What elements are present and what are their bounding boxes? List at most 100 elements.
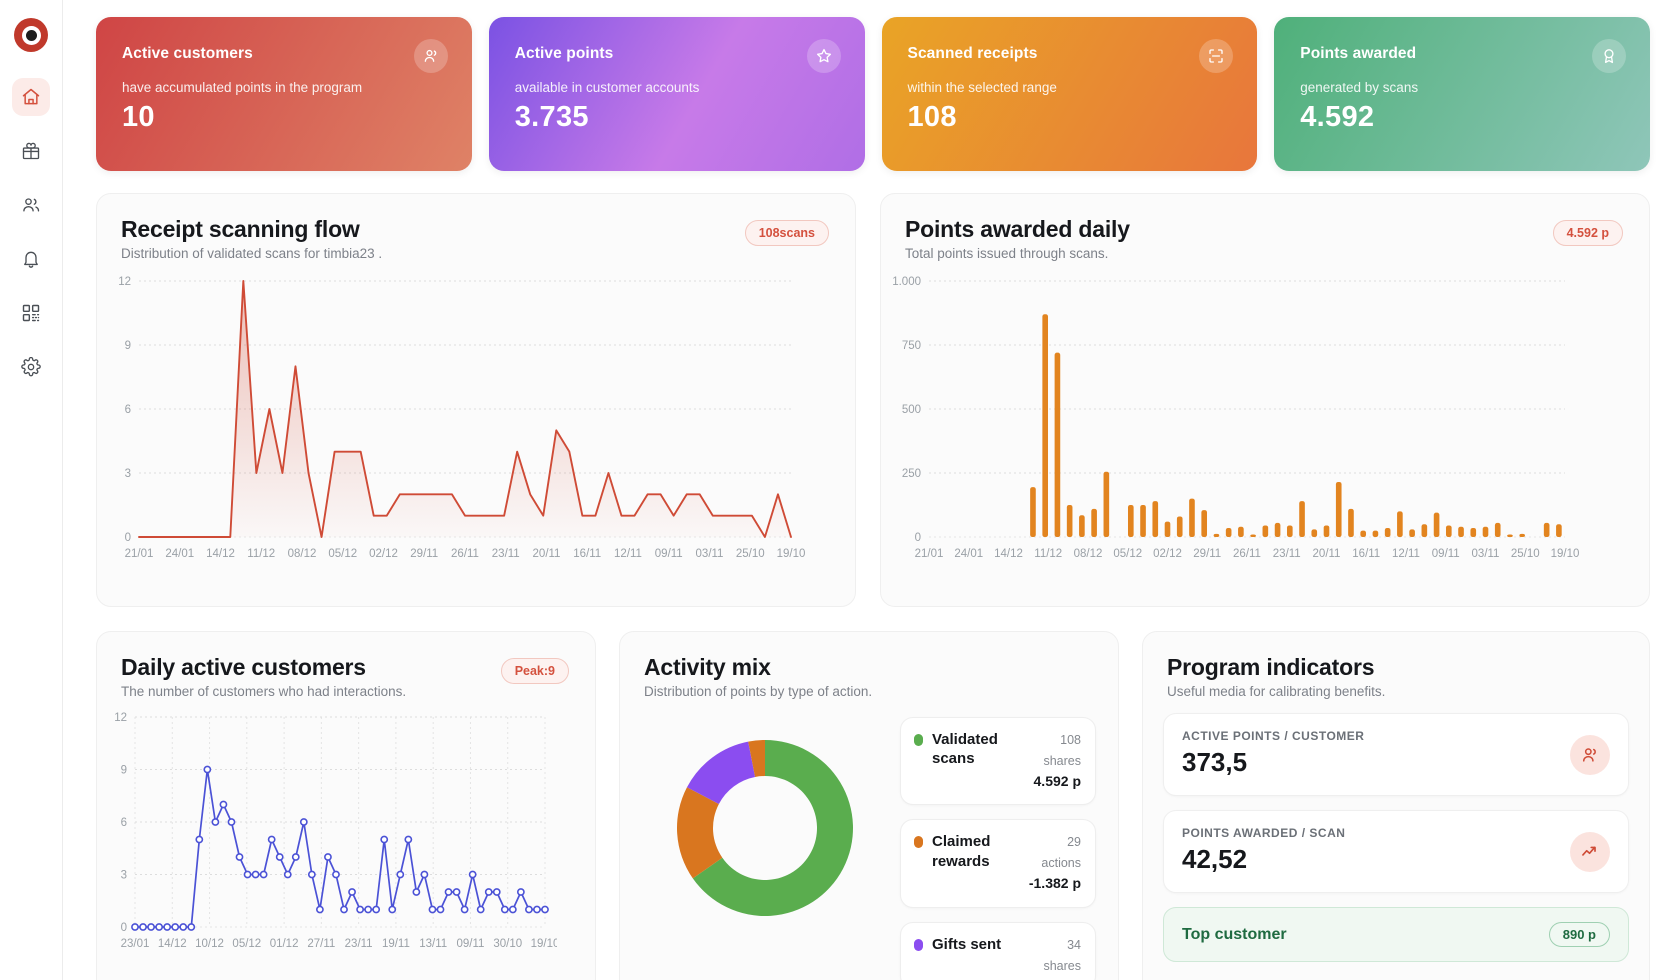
card-title: Activity mix [644, 654, 771, 680]
svg-text:0: 0 [125, 532, 131, 544]
brand-logo[interactable] [14, 18, 48, 52]
svg-text:0: 0 [121, 922, 127, 934]
kpi-card-active-points[interactable]: Active points available in customer acco… [488, 17, 865, 171]
card-subtitle: Distribution of points by type of action… [644, 684, 873, 699]
card-title: Points awarded daily [905, 216, 1130, 242]
svg-text:23/01: 23/01 [121, 938, 150, 950]
svg-text:21/01: 21/01 [125, 548, 154, 560]
svg-text:30/10: 30/10 [493, 938, 522, 950]
kpi-title: Points awarded [1300, 45, 1417, 62]
top-customer-title: Top customer [1182, 925, 1287, 943]
card-title: Program indicators [1167, 654, 1375, 680]
card-header: Program indicators Useful media for cali… [1143, 632, 1649, 699]
sidebar-item-gifts[interactable] [12, 132, 50, 170]
legend-color-dot [914, 938, 923, 951]
chart-activity-mix-donut[interactable] [670, 733, 860, 923]
svg-text:14/12: 14/12 [206, 548, 235, 560]
svg-text:08/12: 08/12 [288, 548, 317, 560]
sidebar-item-home[interactable] [12, 78, 50, 116]
chart-daily-active-customers[interactable]: 0 3 6 9 12 23/01 14/12 10/12 05/12 01/12 27/11 23/1… [97, 705, 595, 955]
award-icon [1604, 49, 1614, 64]
chart-receipt-scanning-flow[interactable]: 0 3 6 9 12 21/01 24/01 14/12 11/12 08/12 05/12 02/1… [97, 267, 855, 567]
charts-row-secondary: Daily active customers The number of cus… [96, 631, 1650, 980]
kpi-card-scanned-receipts[interactable]: Scanned receipts within the selected ran… [881, 17, 1258, 171]
svg-text:12: 12 [114, 712, 127, 724]
svg-text:0: 0 [915, 532, 921, 544]
kpi-icon-wrap [1592, 39, 1626, 73]
card-program-indicators: Program indicators Useful media for cali… [1142, 631, 1650, 980]
legend-points: 4.592 p [1033, 772, 1081, 789]
svg-text:21/01: 21/01 [915, 548, 944, 560]
kpi-title: Active customers [122, 45, 253, 62]
sidebar-item-customers[interactable] [12, 186, 50, 224]
svg-text:14/12: 14/12 [158, 938, 187, 950]
legend-points: -1.382 p [1028, 874, 1081, 891]
legend-color-dot [914, 836, 923, 849]
svg-text:20/11: 20/11 [533, 548, 561, 560]
card-header: Receipt scanning flow Distribution of va… [97, 194, 855, 261]
svg-text:08/12: 08/12 [1074, 548, 1103, 560]
kpi-card-active-customers[interactable]: Active customers have accumulated points… [96, 17, 472, 171]
svg-text:6: 6 [125, 404, 131, 416]
legend-label: Validated scans [932, 731, 998, 768]
svg-text:09/11: 09/11 [456, 938, 484, 950]
kpi-subtitle: within the selected range [907, 80, 1057, 95]
svg-text:500: 500 [902, 404, 921, 416]
scan-icon [1209, 49, 1223, 63]
card-receipt-scanning-flow: Receipt scanning flow Distribution of va… [96, 193, 856, 607]
kpi-subtitle: generated by scans [1300, 80, 1419, 95]
kpi-title: Scanned receipts [907, 45, 1038, 62]
svg-text:24/01: 24/01 [165, 548, 194, 560]
svg-text:23/11: 23/11 [345, 938, 373, 950]
legend-item-validated-scans[interactable]: Validated scans 108 shares 4.592 p [900, 717, 1096, 806]
gear-icon [21, 357, 41, 377]
svg-text:27/11: 27/11 [307, 938, 335, 950]
legend-item-claimed-rewards[interactable]: Claimed rewards 29 actions -1.382 p [900, 819, 1096, 908]
legend-unit: shares [1043, 958, 1081, 973]
star-icon [816, 48, 831, 63]
brand-logo-mark [21, 25, 41, 45]
card-points-awarded-daily: Points awarded daily Total points issued… [880, 193, 1650, 607]
kpi-value: 108 [907, 101, 957, 133]
peak-badge: Peak:9 [500, 658, 569, 684]
indicator-label: POINTS AWARDED / SCAN [1182, 826, 1346, 840]
svg-text:23/11: 23/11 [1273, 548, 1301, 560]
users-icon [23, 198, 40, 212]
svg-text:19/11: 19/11 [382, 938, 410, 950]
scans-badge: 108scans [744, 220, 829, 246]
kpi-value: 3.735 [514, 101, 589, 133]
indicator-active-points-per-customer[interactable]: ACTIVE POINTS / CUSTOMER 373,5 [1163, 713, 1629, 796]
qr-code-icon [22, 304, 40, 322]
svg-text:24/01: 24/01 [954, 548, 983, 560]
svg-text:13/11: 13/11 [419, 938, 447, 950]
card-subtitle: Distribution of validated scans for timb… [121, 246, 383, 261]
activity-mix-legend: Validated scans 108 shares 4.592 p Claim… [900, 713, 1096, 980]
svg-text:26/11: 26/11 [1233, 548, 1261, 560]
card-activity-mix: Activity mix Distribution of points by t… [619, 631, 1119, 980]
trend-up-icon [1582, 846, 1596, 856]
legend-unit: shares [1043, 753, 1081, 768]
svg-text:250: 250 [902, 468, 921, 480]
svg-text:11/12: 11/12 [1034, 548, 1062, 560]
top-customer-badge: 890 p [1548, 922, 1610, 947]
sidebar-item-notifications[interactable] [12, 240, 50, 278]
svg-text:05/12: 05/12 [1113, 548, 1142, 560]
kpi-title: Active points [514, 45, 614, 62]
svg-text:20/11: 20/11 [1313, 548, 1341, 560]
chart-points-awarded-daily[interactable]: 0 250 500 750 1.000 21/01 24/01 14/12 11/12 08/12… [881, 267, 1649, 567]
sidebar-item-qr-codes[interactable] [12, 294, 50, 332]
indicator-value: 373,5 [1182, 747, 1248, 777]
svg-text:09/11: 09/11 [655, 548, 683, 560]
kpi-card-points-awarded[interactable]: Points awarded generated by scans 4.592 [1274, 17, 1650, 171]
card-title: Daily active customers [121, 654, 366, 680]
users-icon [1583, 747, 1596, 762]
legend-item-gifts-sent[interactable]: Gifts sent 34 shares [900, 921, 1096, 980]
top-customer-card[interactable]: Top customer 890 p [1163, 907, 1629, 962]
svg-text:11/12: 11/12 [247, 548, 275, 560]
svg-text:750: 750 [902, 340, 921, 352]
sidebar-item-settings[interactable] [12, 348, 50, 386]
svg-text:23/11: 23/11 [492, 548, 520, 560]
indicator-points-awarded-per-scan[interactable]: POINTS AWARDED / SCAN 42,52 [1163, 810, 1629, 893]
svg-text:9: 9 [121, 765, 127, 777]
svg-text:9: 9 [125, 340, 131, 352]
